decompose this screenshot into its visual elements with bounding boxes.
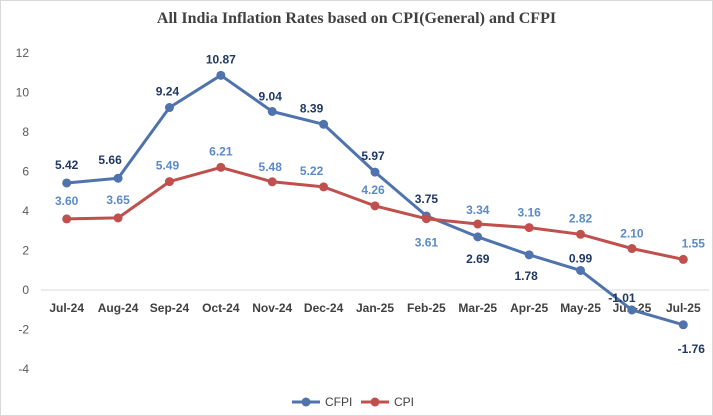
x-tick-label: Nov-24 — [252, 301, 292, 315]
y-tick-label: 2 — [22, 244, 29, 258]
cpi-data-point — [421, 214, 431, 224]
cpi-data-label: 3.60 — [55, 194, 79, 208]
cpi-data-point — [627, 244, 637, 254]
cfpi-data-point — [524, 250, 534, 260]
cfpi-data-point — [576, 265, 586, 275]
cfpi-series-line — [65, 73, 685, 327]
cfpi-data-point — [678, 320, 688, 330]
cpi-data-label: 3.16 — [517, 206, 541, 220]
cfpi-data-point — [627, 305, 637, 315]
cpi-data-point — [113, 213, 123, 223]
cpi-data-label: 3.34 — [466, 203, 490, 217]
cpi-data-point — [370, 201, 380, 211]
cfpi-data-point — [164, 103, 174, 113]
cpi-legend-marker — [370, 397, 380, 407]
cpi-data-point — [216, 162, 226, 172]
cfpi-data-label: 5.42 — [55, 158, 79, 172]
y-tick-label: -4 — [18, 362, 29, 376]
cfpi-data-label: 3.75 — [415, 192, 439, 206]
cfpi-data-label: -1.01 — [608, 291, 636, 305]
x-tick-label: Sep-24 — [150, 301, 190, 315]
cpi-data-point — [267, 177, 277, 187]
cfpi-data-point — [267, 106, 277, 116]
cpi-data-label: 4.26 — [361, 183, 385, 197]
cfpi-data-label: 9.04 — [259, 89, 283, 103]
cpi-data-label: 5.49 — [156, 159, 180, 173]
cfpi-data-point — [113, 173, 123, 183]
cfpi-legend-marker — [301, 397, 311, 407]
cpi-data-point — [62, 214, 72, 224]
cfpi-data-label: 9.24 — [156, 85, 180, 99]
cpi-data-point — [319, 182, 329, 192]
cpi-data-label: 5.48 — [259, 160, 283, 174]
cpi-data-label: 6.21 — [209, 144, 233, 158]
cpi-legend-label: CPI — [394, 395, 414, 409]
cpi-data-point — [164, 177, 174, 187]
cfpi-data-label: 5.66 — [98, 153, 122, 167]
y-tick-label: 12 — [16, 46, 30, 60]
cfpi-data-point — [473, 232, 483, 242]
cfpi-data-point — [319, 119, 329, 129]
x-tick-label: Jul-25 — [666, 301, 701, 315]
x-tick-label: May-25 — [560, 301, 601, 315]
cfpi-data-label: -1.76 — [678, 342, 706, 356]
cfpi-data-point — [216, 70, 226, 80]
cpi-data-label: 2.10 — [620, 227, 644, 241]
cfpi-data-label: 0.99 — [569, 251, 593, 265]
x-tick-label: Mar-25 — [458, 301, 497, 315]
x-tick-label: Dec-24 — [304, 301, 344, 315]
cfpi-data-point — [62, 178, 72, 188]
cpi-data-label: 3.65 — [106, 193, 130, 207]
chart-title: All India Inflation Rates based on CPI(G… — [156, 10, 557, 27]
cpi-data-point — [576, 229, 586, 239]
cfpi-data-label: 5.97 — [361, 149, 385, 163]
x-tick-label: Feb-25 — [407, 301, 446, 315]
cfpi-legend-label: CFPI — [325, 395, 352, 409]
x-tick-label: Jan-25 — [356, 301, 394, 315]
y-tick-label: 4 — [22, 204, 29, 218]
x-tick-label: Aug-24 — [98, 301, 139, 315]
cfpi-data-point — [370, 167, 380, 177]
x-tick-label: Jul-24 — [49, 301, 84, 315]
cfpi-data-label: 1.78 — [514, 269, 538, 283]
y-tick-label: -2 — [18, 323, 29, 337]
cpi-data-point — [524, 223, 534, 233]
cpi-data-point — [473, 219, 483, 229]
cpi-data-point — [678, 254, 688, 264]
y-tick-label: 8 — [22, 125, 29, 139]
cpi-data-label: 5.22 — [300, 164, 324, 178]
y-tick-label: 10 — [16, 86, 30, 100]
x-tick-label: Apr-25 — [510, 301, 548, 315]
cpi-data-label: 3.61 — [415, 236, 439, 250]
cpi-data-label: 2.82 — [569, 211, 593, 225]
cfpi-data-label: 10.87 — [206, 52, 236, 66]
x-tick-label: Oct-24 — [202, 301, 240, 315]
cfpi-data-label: 2.69 — [466, 252, 490, 266]
cpi-data-label: 1.55 — [682, 236, 706, 250]
cfpi-data-label: 8.39 — [300, 101, 324, 115]
y-tick-label: 0 — [22, 283, 29, 297]
y-tick-label: 6 — [22, 165, 29, 179]
